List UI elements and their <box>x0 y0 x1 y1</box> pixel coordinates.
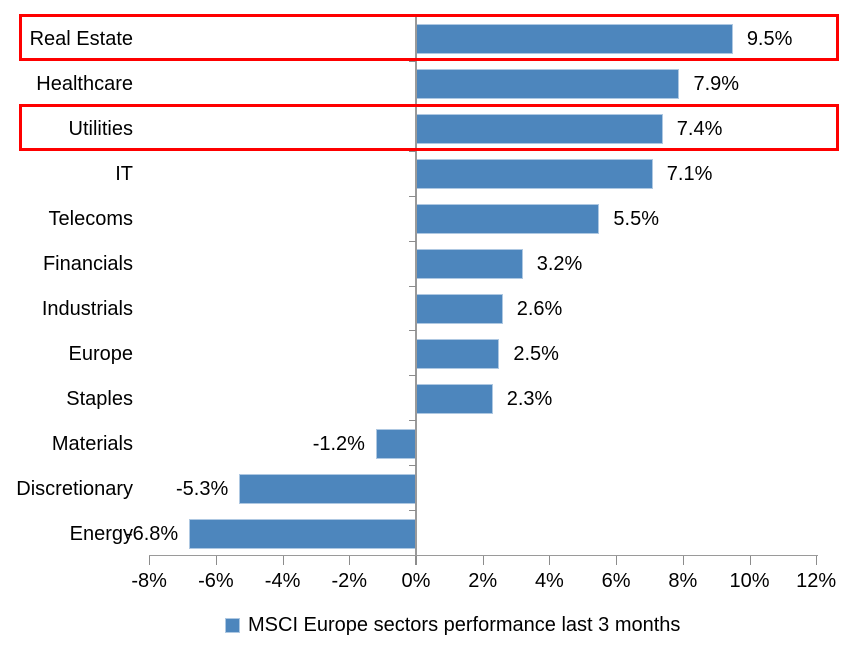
value-label: 7.9% <box>693 73 740 96</box>
category-label: Industrials <box>41 297 133 320</box>
legend-label: MSCI Europe sectors performance last 3 m… <box>248 613 681 636</box>
x-axis-tick-label: -2% <box>331 570 368 592</box>
value-label: -5.3% <box>175 477 229 500</box>
bar <box>189 518 416 549</box>
x-axis-tick <box>215 556 217 565</box>
x-axis-tick <box>482 556 484 565</box>
bar <box>416 338 500 369</box>
category-label: IT <box>115 163 133 186</box>
category-tick <box>409 195 416 197</box>
x-axis-tick <box>282 556 284 565</box>
bar <box>375 428 416 459</box>
x-axis-tick-label: 4% <box>534 570 564 592</box>
value-label: 7.1% <box>666 163 713 186</box>
x-axis-line <box>149 555 818 556</box>
x-axis-tick-label: 0% <box>401 570 431 592</box>
category-label: Staples <box>66 387 133 410</box>
x-axis-tick-label: -8% <box>131 570 167 592</box>
value-label: 5.5% <box>613 208 660 231</box>
category-tick <box>409 465 416 467</box>
category-tick <box>409 330 416 332</box>
category-tick <box>409 240 416 242</box>
bar <box>416 24 733 55</box>
x-axis-tick <box>616 556 618 565</box>
category-tick <box>409 375 416 377</box>
bar <box>239 473 416 504</box>
value-label: 2.6% <box>516 297 563 320</box>
x-axis-tick-label: -4% <box>264 570 301 592</box>
category-tick <box>409 285 416 287</box>
x-axis-tick-label: 12% <box>796 570 837 592</box>
highlight-box <box>19 103 839 151</box>
value-label: 2.5% <box>513 342 559 365</box>
x-axis-tick <box>682 556 684 565</box>
category-label: Financials <box>42 253 133 276</box>
x-axis-tick <box>549 556 551 565</box>
x-axis-tick-label: 6% <box>601 570 631 592</box>
category-label: Energy <box>69 522 133 545</box>
bar <box>416 204 600 235</box>
category-label: Real Estate <box>29 28 133 51</box>
category-label: Healthcare <box>36 73 133 96</box>
zero-tick <box>415 556 417 565</box>
category-label: Europe <box>68 342 134 365</box>
category-tick <box>409 420 416 422</box>
bar <box>416 249 523 280</box>
legend: MSCI Europe sectors performance last 3 m… <box>225 612 680 638</box>
category-label: Materials <box>51 432 133 455</box>
value-label: 3.2% <box>536 253 583 276</box>
value-label: -1.2% <box>312 432 365 455</box>
category-tick <box>409 150 416 152</box>
category-label: Discretionary <box>16 477 133 500</box>
value-label: 7.4% <box>676 118 723 141</box>
highlight-box <box>19 13 839 61</box>
x-axis-tick <box>349 556 351 565</box>
x-axis-tick <box>149 556 151 565</box>
value-label: -6.8% <box>125 522 179 545</box>
x-axis-tick <box>816 556 818 565</box>
x-axis-tick <box>749 556 751 565</box>
bar <box>416 293 503 324</box>
x-axis-tick-label: 10% <box>729 570 770 592</box>
category-tick <box>409 510 416 512</box>
x-axis-tick-label: 8% <box>668 570 698 592</box>
bar <box>416 69 680 100</box>
legend-swatch-icon <box>225 617 240 633</box>
category-label: Utilities <box>68 118 133 141</box>
x-axis-tick-label: 2% <box>468 570 498 592</box>
category-tick <box>409 60 416 62</box>
bar <box>416 159 653 190</box>
x-axis-tick-label: -6% <box>198 570 234 592</box>
category-label: Telecoms <box>48 208 133 231</box>
bar <box>416 383 493 414</box>
y-axis-line <box>415 17 417 555</box>
value-label: 9.5% <box>746 28 793 51</box>
bar <box>416 114 663 145</box>
value-label: 2.3% <box>506 387 553 410</box>
